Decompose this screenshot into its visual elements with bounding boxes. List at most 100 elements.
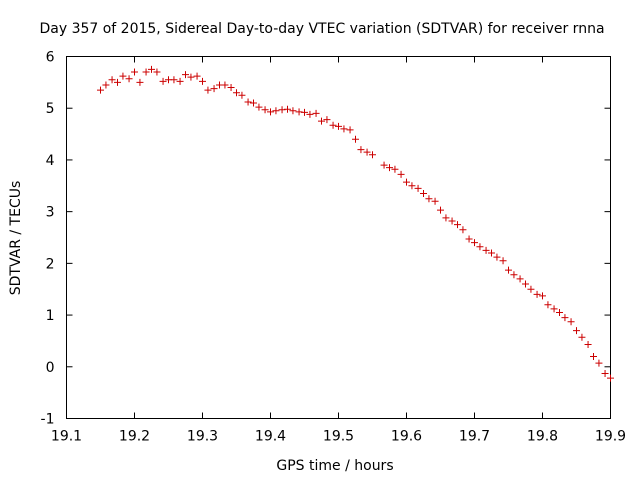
data-point xyxy=(238,91,246,99)
data-point xyxy=(607,374,614,382)
data-point xyxy=(380,161,388,169)
data-point xyxy=(284,105,291,113)
data-point xyxy=(233,89,240,97)
data-point xyxy=(471,239,478,247)
data-point xyxy=(244,98,252,106)
y-axis-label: SDTVAR / TECUs xyxy=(8,181,24,296)
data-point xyxy=(595,359,603,367)
data-point xyxy=(578,333,586,341)
data-point xyxy=(584,341,592,349)
data-point xyxy=(590,352,597,360)
data-point xyxy=(397,170,405,178)
data-point xyxy=(255,103,263,111)
data-point xyxy=(357,146,365,154)
data-point xyxy=(114,78,121,86)
x-axis-label: GPS time / hours xyxy=(276,458,393,474)
data-point xyxy=(346,126,354,134)
data-point xyxy=(425,195,433,203)
data-point xyxy=(476,243,484,251)
data-point xyxy=(329,121,337,129)
data-point xyxy=(505,266,512,274)
data-point xyxy=(312,109,320,117)
data-point xyxy=(97,86,104,94)
data-point xyxy=(431,197,439,205)
data-point xyxy=(159,77,167,85)
data-point xyxy=(459,226,467,234)
data-point xyxy=(533,290,541,298)
data-point xyxy=(482,246,490,254)
data-point xyxy=(187,73,195,81)
data-point xyxy=(221,81,229,89)
data-point xyxy=(125,75,133,83)
data-point xyxy=(289,107,297,115)
data-point xyxy=(131,68,138,76)
data-point xyxy=(176,77,184,85)
data-point xyxy=(119,72,127,80)
data-point xyxy=(601,370,609,378)
data-point xyxy=(544,301,552,309)
y-tick-label: 2 xyxy=(46,256,55,272)
data-point xyxy=(465,235,473,243)
data-point xyxy=(448,217,456,225)
data-point xyxy=(108,76,116,84)
y-tick-label: 0 xyxy=(46,360,55,376)
x-tick-label: 19.7 xyxy=(459,429,490,445)
data-point xyxy=(386,164,393,172)
y-tick-label: 4 xyxy=(46,153,55,169)
y-tick-label: 5 xyxy=(46,101,55,117)
x-tick-label: 19.4 xyxy=(255,429,286,445)
y-tick-label: 1 xyxy=(46,308,55,324)
data-point xyxy=(522,280,529,288)
data-point xyxy=(408,182,416,190)
data-point xyxy=(363,148,371,156)
x-tick-label: 19.2 xyxy=(119,429,150,445)
data-point xyxy=(414,184,422,192)
data-point xyxy=(510,271,518,279)
data-point xyxy=(499,257,507,265)
data-point xyxy=(148,65,155,73)
data-point xyxy=(567,318,575,326)
data-point xyxy=(561,314,569,322)
plot-frame xyxy=(66,56,611,419)
data-point xyxy=(550,305,558,313)
data-point xyxy=(493,253,501,261)
y-tick-label: 6 xyxy=(46,50,55,66)
data-point xyxy=(318,117,325,125)
data-point xyxy=(204,86,212,94)
y-tick-label: 3 xyxy=(46,205,55,221)
x-tick-label: 19.5 xyxy=(323,429,354,445)
x-tick-label: 19.8 xyxy=(527,429,558,445)
data-point xyxy=(340,125,348,133)
data-point xyxy=(295,108,303,116)
data-point xyxy=(573,327,580,335)
data-point xyxy=(437,206,444,214)
x-tick-label: 19.6 xyxy=(391,429,422,445)
data-point xyxy=(420,190,427,198)
data-point xyxy=(352,135,359,143)
data-point xyxy=(227,84,235,92)
data-point xyxy=(488,249,495,257)
chart-title: Day 357 of 2015, Sidereal Day-to-day VTE… xyxy=(39,21,604,37)
data-point xyxy=(516,275,524,283)
data-point xyxy=(199,77,206,85)
data-point xyxy=(539,292,546,300)
data-point xyxy=(210,85,218,93)
data-point xyxy=(556,308,563,316)
data-point xyxy=(267,108,274,116)
data-point xyxy=(142,68,150,76)
data-point xyxy=(306,110,314,118)
data-point xyxy=(182,71,189,79)
data-point xyxy=(442,214,450,222)
data-point xyxy=(250,99,257,107)
data-points xyxy=(97,65,614,382)
data-point xyxy=(278,106,286,114)
data-point xyxy=(403,178,410,186)
x-tick-label: 19.9 xyxy=(595,429,626,445)
data-point xyxy=(136,78,144,86)
data-point xyxy=(527,285,535,293)
x-tick-label: 19.3 xyxy=(187,429,218,445)
data-point xyxy=(193,72,201,80)
data-point xyxy=(261,106,269,114)
data-point xyxy=(323,116,331,124)
